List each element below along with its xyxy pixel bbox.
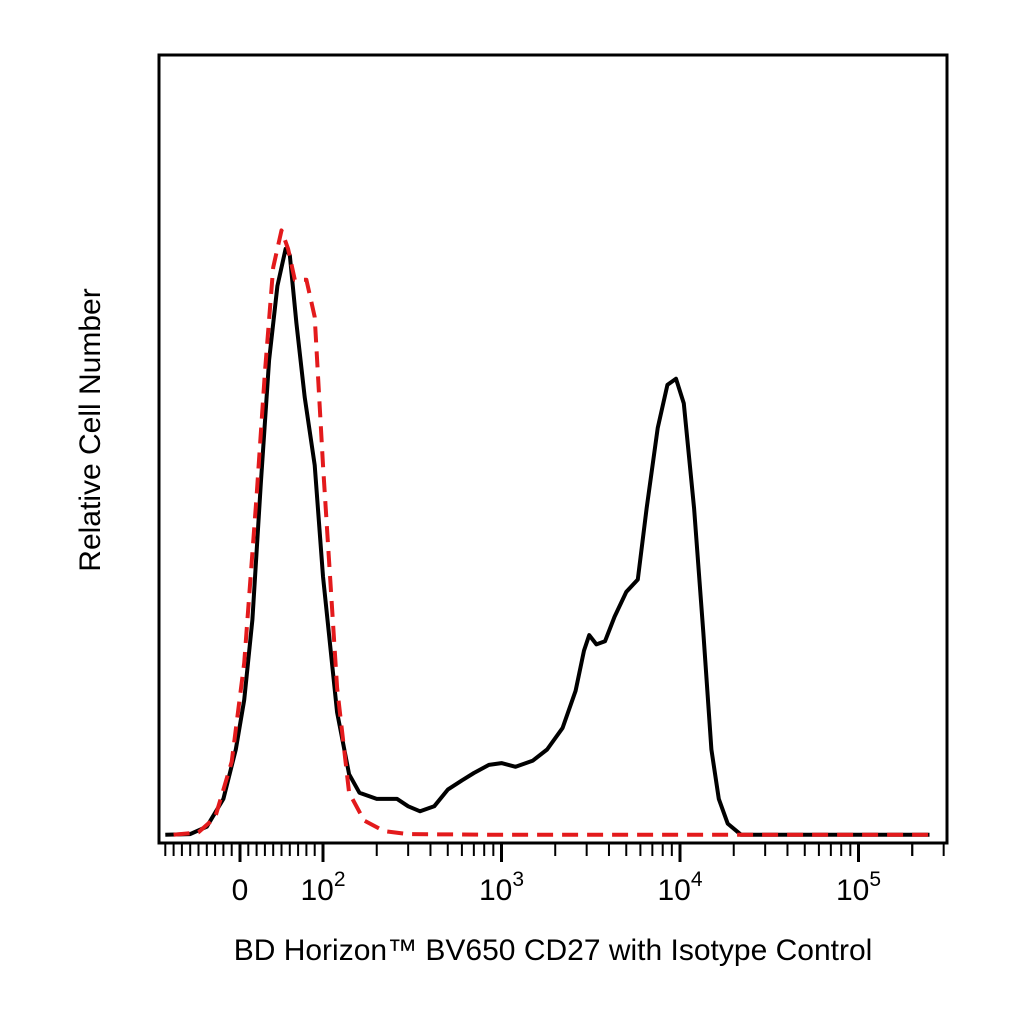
x-tick-label: 103: [479, 868, 524, 907]
y-axis-title: Relative Cell Number: [74, 288, 107, 571]
x-tick-label: 0: [232, 874, 249, 907]
plot-frame: [157, 53, 949, 845]
isotype-control-curve: [173, 228, 930, 837]
series-layer: [165, 228, 930, 837]
x-tick-label: 105: [836, 868, 881, 907]
x-tick-label: 102: [300, 868, 345, 907]
x-axis-ticks: [164, 843, 945, 862]
x-axis-tick-labels: 0 102 103 104 105: [232, 868, 881, 907]
x-tick-label: 104: [657, 868, 702, 907]
cd27-stained-curve: [165, 246, 930, 837]
x-axis-title: BD Horizon™ BV650 CD27 with Isotype Cont…: [234, 934, 873, 967]
